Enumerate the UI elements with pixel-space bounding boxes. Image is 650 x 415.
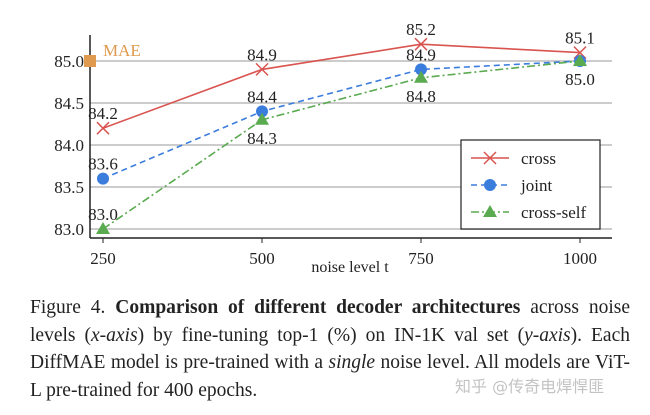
- cross-line: [102, 43, 581, 129]
- y-tick-label: 83.5: [54, 178, 84, 197]
- legend-label-joint: joint: [520, 176, 552, 195]
- mae-label: MAE: [103, 41, 141, 60]
- caption-prefix: Figure 4.: [30, 297, 116, 318]
- joint-marker: [256, 105, 268, 118]
- caption-italic: single: [328, 352, 376, 373]
- legend-label-cross: cross: [521, 149, 556, 168]
- y-tick-label: 84.0: [54, 136, 84, 155]
- x-tick-label: 500: [249, 249, 275, 268]
- data-label: 85.0: [565, 70, 595, 89]
- data-label: 84.3: [247, 129, 277, 148]
- caption-italic: x-axis: [91, 324, 138, 346]
- cross-self-marker: [255, 112, 269, 125]
- cross-marker: [483, 151, 497, 165]
- cross-marker: [96, 121, 110, 135]
- y-tick-label: 85.0: [54, 52, 84, 71]
- data-label: 84.8: [406, 87, 436, 106]
- joint-marker: [415, 63, 427, 76]
- data-label: 85.2: [406, 20, 436, 39]
- figure-caption: Figure 4. Comparison of different decode…: [30, 294, 630, 404]
- x-axis-label: noise level t: [311, 259, 389, 276]
- data-label: 84.4: [247, 87, 277, 106]
- cross-marker: [255, 62, 269, 76]
- y-tick-label: 84.5: [54, 94, 84, 113]
- joint-marker: [484, 179, 496, 191]
- cross-self-marker: [483, 205, 497, 217]
- y-tick-label: 83.0: [54, 220, 84, 239]
- watermark: 知乎 @传奇电焊悍匪: [455, 377, 605, 396]
- data-label: 84.9: [406, 45, 436, 64]
- caption-text: across noise levels (: [30, 297, 630, 346]
- joint-marker: [97, 172, 109, 185]
- legend-box: [460, 139, 601, 230]
- cross-self-marker: [573, 54, 587, 66]
- x-tick-label: 750: [408, 249, 434, 268]
- cross-marker: [414, 37, 428, 51]
- joint-line: [102, 60, 581, 180]
- cross-self-marker: [96, 222, 110, 234]
- caption-text: ). Each DiffMAE model is pre-trained wit…: [30, 324, 630, 374]
- data-label: 83.0: [88, 205, 118, 224]
- cross-self-marker: [414, 70, 428, 83]
- data-label: 84.2: [88, 104, 118, 123]
- cross-self-line: [102, 60, 581, 230]
- caption-italic: y-axis: [524, 324, 571, 346]
- data-label: 85.1: [565, 29, 595, 48]
- data-label: 84.9: [247, 45, 277, 64]
- caption-text: noise level. All models are ViT-L pre-tr…: [30, 352, 630, 401]
- legend-label-cross-self: cross-self: [521, 203, 586, 222]
- x-tick-label: 250: [90, 249, 116, 268]
- caption-bold: Comparison of different decoder architec…: [115, 297, 521, 318]
- mae-marker: [84, 55, 96, 67]
- caption-text: ) by fine-tuning top-1 (%) on IN-1K val …: [137, 324, 525, 346]
- data-label: 83.6: [88, 155, 118, 174]
- x-tick-label: 1000: [563, 249, 597, 268]
